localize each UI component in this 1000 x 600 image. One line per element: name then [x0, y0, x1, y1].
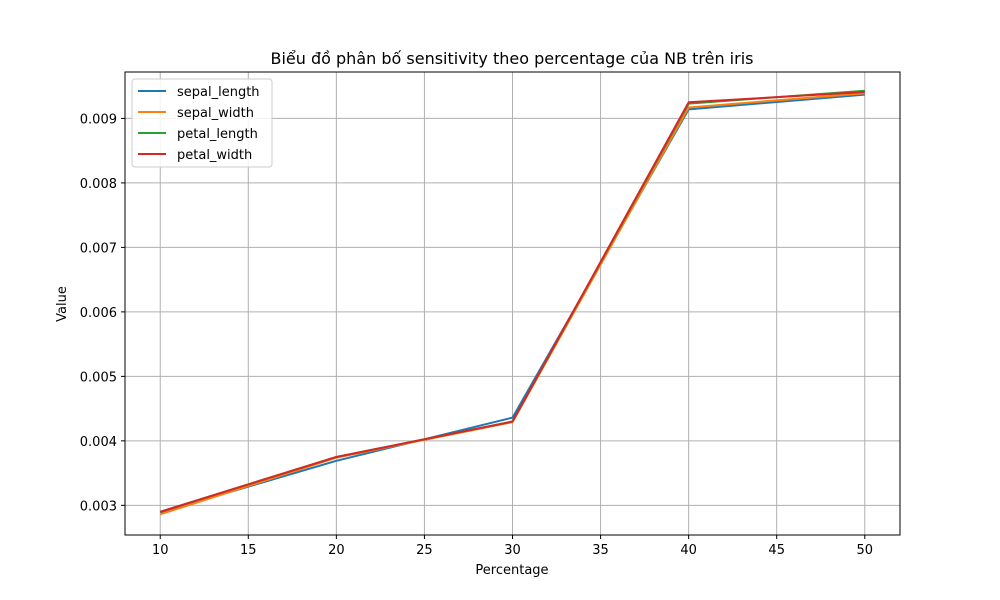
x-tick-label: 50: [856, 543, 873, 558]
x-tick-label: 10: [152, 543, 169, 558]
legend-label: petal_length: [177, 127, 258, 142]
x-axis-ticks: 10 15 20 25 30 35 40 45 50: [152, 535, 873, 558]
series-lines: [159, 89, 865, 516]
x-axis-label: Percentage: [475, 563, 548, 578]
y-tick-label: 0.003: [80, 499, 117, 514]
y-tick-label: 0.006: [80, 306, 117, 321]
chart-title: Biểu đồ phân bố sensitivity theo percent…: [271, 49, 754, 68]
y-tick-label: 0.007: [80, 241, 117, 256]
x-tick-label: 20: [328, 543, 345, 558]
x-tick-label: 35: [592, 543, 609, 558]
legend-label: petal_width: [177, 148, 252, 163]
y-tick-label: 0.008: [80, 177, 117, 192]
legend-box: [131, 78, 273, 168]
grid: [125, 72, 900, 535]
y-tick-label: 0.004: [80, 435, 117, 450]
x-tick-label: 45: [768, 543, 785, 558]
x-tick-label: 25: [416, 543, 433, 558]
x-tick-label: 40: [680, 543, 697, 558]
y-axis-label: Value: [55, 286, 70, 322]
x-tick-label: 30: [504, 543, 521, 558]
legend: sepal_length sepal_width petal_lengthpetal…: [131, 78, 273, 168]
y-axis-ticks: 0.003 0.004 0.005 0.006 0.007 0.008 0.009: [80, 112, 125, 514]
legend-label: sepal_length: [177, 85, 260, 100]
y-tick-label: 0.009: [80, 112, 117, 127]
series-line-sepal-length: [159, 93, 865, 514]
series-line-petal-width: [159, 90, 865, 513]
y-tick-label: 0.005: [80, 370, 117, 385]
legend-label: sepal_width: [177, 106, 254, 121]
x-tick-label: 15: [240, 543, 257, 558]
